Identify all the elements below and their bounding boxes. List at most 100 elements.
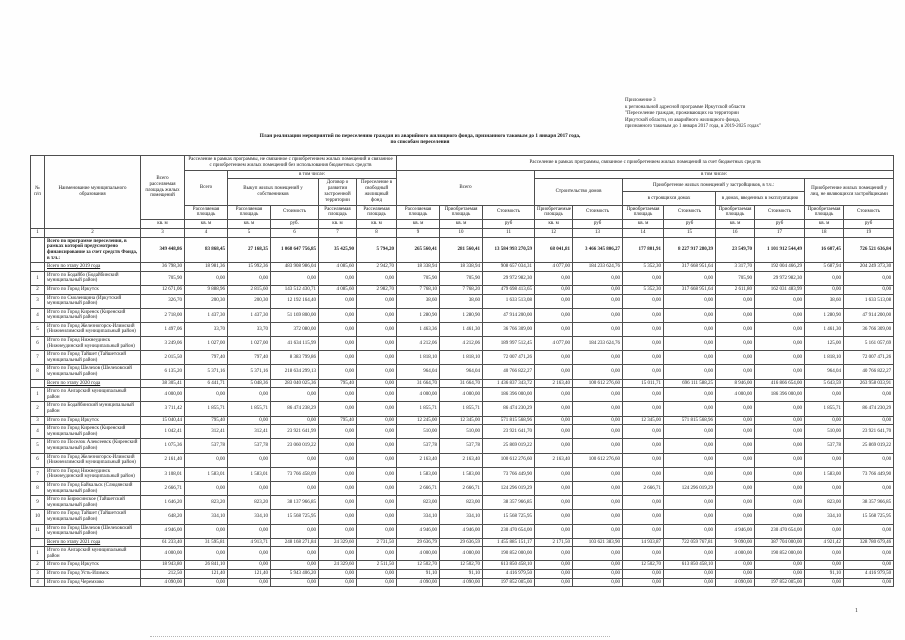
value-cell: 4 212,06 bbox=[396, 336, 441, 352]
value-cell: 0,00 bbox=[227, 546, 271, 562]
value-cell: 0,00 bbox=[534, 569, 574, 579]
value-cell: 0,00 bbox=[355, 480, 398, 497]
value-cell: 5 352,30 bbox=[622, 262, 665, 272]
value-cell: 0,00 bbox=[572, 546, 624, 562]
value-cell: 51 169 800,00 bbox=[270, 307, 319, 323]
value-cell: 18 981,36 bbox=[184, 262, 228, 272]
value-cell: 0,00 bbox=[754, 307, 806, 323]
value-cell: 73 766 449,90 bbox=[843, 466, 895, 482]
value-cell: 8 946,00 bbox=[715, 378, 756, 389]
value-cell: 40 766 822,27 bbox=[482, 364, 536, 380]
value-cell: 0,00 bbox=[534, 495, 574, 511]
value-cell: 0,00 bbox=[227, 415, 271, 426]
value-cell: 5 352,30 bbox=[622, 284, 665, 295]
value-cell: 537,78 bbox=[804, 438, 845, 454]
header-buyout: Выкуп жилых помещений у собственников bbox=[227, 178, 319, 206]
header-unit-label: кв. м bbox=[804, 219, 845, 229]
value-cell: 387 704 000,00 bbox=[754, 537, 806, 548]
value-cell: 0,00 bbox=[318, 466, 357, 482]
value-cell: 2 942,70 bbox=[355, 262, 398, 272]
header-column-number: 16 bbox=[715, 227, 756, 238]
value-cell: 9 090,00 bbox=[715, 537, 756, 548]
header-from-developers: Приобретение жилых помещений у застройщи… bbox=[622, 178, 806, 193]
value-cell: 2 015,50 bbox=[140, 350, 185, 366]
value-cell: 0,00 bbox=[534, 364, 574, 380]
value-cell: 0,00 bbox=[355, 452, 398, 468]
value-cell: 24 329,60 bbox=[318, 537, 357, 548]
value-cell: 0,00 bbox=[715, 495, 756, 511]
value-cell: 0,00 bbox=[572, 424, 624, 440]
value-cell: 0,00 bbox=[804, 284, 845, 295]
value-cell: 186 396 000,00 bbox=[754, 387, 806, 403]
appendix-annotation: Приложение 3 к региональной адресной про… bbox=[625, 98, 885, 131]
table-row: 10 Итого по Город Тайшет (Тайшетский муни… bbox=[30, 509, 895, 525]
value-cell: 0,00 bbox=[355, 336, 398, 352]
header-measure-label: Приобретаемая площадь bbox=[715, 204, 756, 221]
value-cell: 0,00 bbox=[355, 569, 398, 579]
value-cell: 0,00 bbox=[572, 415, 624, 426]
value-cell: 9 888,96 bbox=[184, 284, 228, 295]
value-cell: 1 068 647 756,85 bbox=[270, 236, 319, 264]
header-measure-label: Приобретаемая площадь bbox=[439, 204, 484, 221]
summary-row: Всего по этапу 2019 года 36 798,30 18 981,… bbox=[30, 262, 895, 272]
value-cell: 186 396 000,00 bbox=[482, 387, 536, 403]
municipality-name: Итого по Город Шелехов (Шелеховский муни… bbox=[44, 364, 141, 380]
value-cell: 12 345,00 bbox=[622, 415, 665, 426]
value-cell: 86 474 238,29 bbox=[270, 401, 319, 417]
value-cell: 1 075,36 bbox=[140, 438, 185, 454]
value-cell: 0,00 bbox=[843, 387, 895, 403]
header-measure-label: Стоимость bbox=[482, 204, 536, 221]
value-cell: 5 687,94 bbox=[804, 262, 845, 272]
value-cell: 0,00 bbox=[663, 401, 717, 417]
header-b-including: в том числе: bbox=[534, 169, 895, 180]
value-cell: 0,00 bbox=[355, 293, 398, 309]
value-cell: 0,00 bbox=[534, 438, 574, 454]
header-measure-label: Стоимость bbox=[663, 204, 717, 221]
header-unit-label: кв. м bbox=[318, 219, 357, 229]
value-cell: 4 000,00 bbox=[715, 546, 756, 562]
header-unit-label: руб. bbox=[270, 219, 319, 229]
header-column-number: 12 bbox=[534, 227, 574, 238]
value-cell: 0,00 bbox=[843, 480, 895, 497]
value-cell: 2 666,71 bbox=[622, 480, 665, 497]
value-cell: 372 080,00 bbox=[270, 321, 319, 338]
value-cell: 0,00 bbox=[270, 577, 319, 588]
value-cell: 0,00 bbox=[622, 577, 665, 588]
row-number bbox=[30, 537, 45, 548]
value-cell: 91,10 bbox=[804, 569, 845, 579]
value-cell: 0,00 bbox=[355, 321, 398, 338]
document-title: План реализации мероприятий по переселен… bbox=[60, 133, 780, 146]
value-cell: 4 090,00 bbox=[396, 577, 441, 588]
municipality-name: Итого по Город Железногорск-Илимский (Ни… bbox=[44, 321, 141, 338]
value-cell: 0,00 bbox=[663, 466, 717, 482]
value-cell: 72 007 471,26 bbox=[482, 350, 536, 366]
header-unit-label: руб bbox=[843, 219, 895, 229]
municipality-name: Итого по Поселок Алексеевск (Киренский м… bbox=[44, 438, 141, 454]
header-construction: Строительство домов bbox=[534, 178, 624, 206]
value-cell: 0,00 bbox=[843, 523, 895, 539]
row-number: 1 bbox=[30, 387, 45, 403]
municipality-name: Итого по Город Тайшет (Тайшетский муници… bbox=[44, 509, 141, 525]
value-cell: 0,00 bbox=[318, 438, 357, 454]
value-cell: 4 090,00 bbox=[715, 577, 756, 588]
value-cell: 38,60 bbox=[439, 293, 484, 309]
value-cell: 0,00 bbox=[318, 387, 357, 403]
annotation-line: признанного таковым до 1 января 2017 год… bbox=[625, 124, 762, 130]
value-cell: 29 972 982,30 bbox=[754, 270, 806, 286]
municipality-name: Итого по Город Нижнеудинск (Нижнеудински… bbox=[44, 466, 141, 482]
header-group-budget: Расселение в рамках программы, связанное… bbox=[396, 155, 895, 171]
value-cell: 0,00 bbox=[754, 466, 806, 482]
value-cell: 0,00 bbox=[715, 452, 756, 468]
municipality-name: Итого по Ангарский муниципальный район bbox=[44, 546, 141, 562]
value-cell: 25 869 019,22 bbox=[482, 438, 536, 454]
value-cell: 15 568 725,95 bbox=[270, 509, 319, 525]
value-cell: 0,00 bbox=[754, 401, 806, 417]
table-body: Всего по программе переселения, в рамках… bbox=[30, 236, 895, 588]
value-cell: 0,00 bbox=[804, 523, 845, 539]
value-cell: 100 612 276,60 bbox=[482, 452, 536, 468]
value-cell: 0,00 bbox=[754, 509, 806, 525]
value-cell: 23 921 641,70 bbox=[843, 424, 895, 440]
header-col-total-area: Всего расселяемая площадь жилых помещени… bbox=[140, 154, 185, 221]
header-measure-label: Расселяемая площадь bbox=[355, 204, 398, 221]
